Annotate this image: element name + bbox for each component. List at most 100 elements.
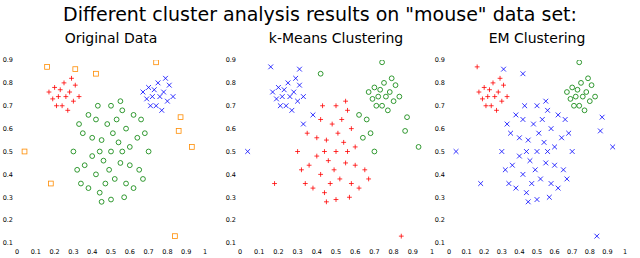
point: [577, 103, 582, 108]
point: [561, 167, 566, 172]
point: [570, 85, 575, 90]
point: [150, 94, 155, 99]
point: [86, 113, 91, 118]
point: [90, 135, 95, 140]
point: [131, 186, 136, 191]
x-tick-label: 0.1: [461, 248, 471, 256]
point: [501, 83, 506, 88]
point: [347, 195, 352, 200]
point: [189, 145, 194, 150]
point: [499, 149, 504, 154]
point: [570, 149, 575, 154]
point: [374, 103, 379, 108]
point: [118, 99, 123, 104]
point: [135, 135, 140, 140]
point: [521, 71, 526, 76]
x-tick-label: 0.9: [181, 248, 191, 256]
point: [589, 83, 594, 88]
y-tick-label: 0.3: [226, 194, 236, 202]
point: [357, 186, 362, 191]
point: [577, 60, 582, 65]
point: [270, 90, 275, 95]
point: [176, 129, 181, 134]
point: [90, 154, 95, 159]
point: [389, 76, 394, 81]
point: [559, 135, 564, 140]
point: [69, 76, 74, 81]
y-tick-label: 0.6: [3, 125, 13, 133]
point: [478, 181, 483, 186]
point: [73, 67, 78, 72]
point: [322, 149, 327, 154]
y-tick-label: 0.8: [3, 79, 13, 87]
point: [600, 115, 605, 120]
point: [575, 87, 580, 92]
point: [508, 131, 513, 136]
x-tick-label: 0: [238, 248, 242, 256]
point: [67, 90, 72, 95]
point: [582, 108, 587, 113]
point: [506, 181, 511, 186]
point: [127, 163, 132, 168]
point: [324, 138, 329, 143]
point: [552, 163, 557, 168]
point: [594, 234, 599, 239]
point: [124, 126, 129, 131]
chart-title: k-Means Clustering: [269, 30, 403, 46]
point: [526, 138, 531, 143]
x-tick-label: 0.3: [497, 248, 507, 256]
point: [75, 167, 80, 172]
series: [22, 60, 194, 239]
x-tick-label: 0: [447, 248, 451, 256]
point: [487, 87, 492, 92]
y-tick-label: 0.6: [226, 125, 236, 133]
point: [397, 94, 402, 99]
y-tick-label: 0.1: [435, 239, 445, 247]
point: [47, 90, 52, 95]
point: [80, 131, 85, 136]
point: [565, 177, 570, 182]
point: [137, 167, 142, 172]
y-tick-label: 0.6: [435, 125, 445, 133]
point: [580, 94, 585, 99]
point: [353, 145, 358, 150]
point: [107, 167, 112, 172]
y-tick-label: 0.8: [226, 79, 236, 87]
point: [387, 90, 392, 95]
x-tick-label: 0.6: [125, 248, 135, 256]
point: [318, 71, 323, 76]
point: [173, 234, 178, 239]
point: [498, 76, 503, 81]
point: [127, 145, 132, 150]
point: [152, 87, 157, 92]
point: [109, 103, 114, 108]
point: [343, 99, 348, 104]
point: [109, 149, 114, 154]
point: [547, 195, 552, 200]
series: [141, 76, 176, 113]
point: [118, 161, 123, 166]
point: [245, 149, 250, 154]
x-tick-label: 0.5: [532, 248, 542, 256]
point: [362, 167, 367, 172]
point: [73, 83, 78, 88]
point: [154, 103, 159, 108]
point: [533, 167, 538, 172]
point: [531, 122, 536, 127]
point: [535, 197, 540, 202]
point: [97, 190, 102, 195]
y-tick-label: 0.7: [435, 102, 445, 110]
y-tick-label: 0.3: [3, 194, 13, 202]
y-tick-label: 0.9: [435, 56, 445, 64]
point: [543, 161, 548, 166]
point: [556, 113, 561, 118]
point: [391, 99, 396, 104]
point: [307, 163, 312, 168]
point: [120, 108, 125, 113]
point: [291, 90, 296, 95]
point: [305, 131, 310, 136]
point: [524, 149, 529, 154]
point: [94, 71, 99, 76]
point: [144, 96, 149, 101]
point: [489, 103, 494, 108]
